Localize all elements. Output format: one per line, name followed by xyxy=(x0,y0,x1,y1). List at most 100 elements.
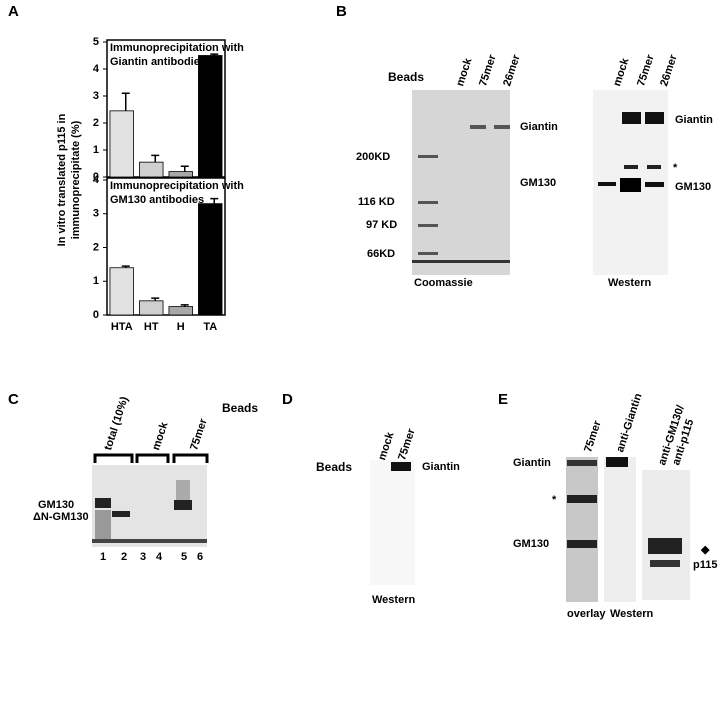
caption: Coomassie xyxy=(414,277,473,289)
band xyxy=(176,480,190,500)
bar xyxy=(198,203,223,316)
chart-title: Immunoprecipitation with xyxy=(110,180,244,192)
caption: Western xyxy=(372,594,415,606)
marker-symbol: ◆ xyxy=(700,544,710,556)
band-label: Giantin xyxy=(675,114,713,126)
band xyxy=(95,498,111,508)
panel-label: B xyxy=(336,3,347,20)
marker-label: 116 KD xyxy=(358,196,395,208)
bar xyxy=(139,300,164,316)
bar xyxy=(198,55,223,178)
band xyxy=(620,178,641,192)
band-label: Giantin xyxy=(520,121,558,133)
band xyxy=(598,182,616,186)
band xyxy=(470,125,486,129)
band xyxy=(567,495,597,503)
x-tick-label: TA xyxy=(203,321,217,333)
y-tick-label: 2 xyxy=(93,117,99,129)
marker-label: 200KD xyxy=(356,151,390,163)
lane-label: mock xyxy=(611,56,632,88)
x-tick-label: HTA xyxy=(111,321,133,333)
band xyxy=(418,201,438,204)
band xyxy=(412,260,510,263)
y-label: In vitro translated p115 in immunoprecip… xyxy=(56,113,82,246)
bracket xyxy=(93,453,209,463)
caption: Western xyxy=(608,277,651,289)
gel xyxy=(604,457,636,602)
error-bar xyxy=(151,154,160,163)
band-label: GM130 xyxy=(675,181,711,193)
y-tick-label: 0 xyxy=(93,309,99,321)
y-tick-label: 1 xyxy=(93,144,99,156)
bar xyxy=(109,267,134,316)
y-tick-label: 0 xyxy=(93,171,99,183)
marker-label: 66KD xyxy=(367,248,395,260)
band xyxy=(391,462,411,471)
lane-number: 1 xyxy=(100,551,106,563)
error-bar xyxy=(121,265,130,268)
chart-title: Giantin antibodies xyxy=(110,56,206,68)
y-label-line: immunoprecipitate (%) xyxy=(70,120,82,239)
beads-label: Beads xyxy=(222,401,258,415)
lane-number: 3 xyxy=(140,551,146,563)
band-label: * xyxy=(552,494,557,506)
marker-label: 97 KD xyxy=(366,219,397,231)
band xyxy=(418,224,438,227)
bar xyxy=(168,306,193,316)
lane-label: anti-Giantin xyxy=(614,392,644,454)
band-label: Giantin xyxy=(513,457,551,469)
panel-label: E xyxy=(498,391,508,408)
bar xyxy=(109,110,134,178)
western-gel xyxy=(593,90,668,275)
band xyxy=(112,511,130,517)
lane-number: 6 xyxy=(197,551,203,563)
band xyxy=(622,112,641,124)
band xyxy=(418,252,438,255)
error-bar xyxy=(151,297,160,301)
gel xyxy=(412,90,510,275)
lane-label: 75mer xyxy=(477,53,499,88)
gel xyxy=(642,470,690,600)
y-label-line: In vitro translated p115 in xyxy=(56,113,68,246)
lane-label: mock xyxy=(376,430,397,462)
band xyxy=(647,165,661,169)
band xyxy=(95,510,111,542)
band xyxy=(624,165,638,169)
y-tick-label: 1 xyxy=(93,275,99,287)
panel-label: A xyxy=(8,3,19,20)
band-label: GM130 xyxy=(513,538,549,550)
error-bar xyxy=(121,92,130,111)
band xyxy=(494,125,510,129)
lane-label: 75mer xyxy=(635,53,657,88)
lane-label: 26mer xyxy=(501,53,523,88)
band xyxy=(567,540,597,548)
error-bar xyxy=(180,165,189,172)
autoradiograph xyxy=(92,465,207,547)
lane-label: 75mer xyxy=(582,419,604,454)
chart-title: Immunoprecipitation with xyxy=(110,42,244,54)
lane-label: mock xyxy=(454,56,475,88)
bar xyxy=(168,171,193,178)
error-bar xyxy=(210,197,219,204)
y-tick-label: 5 xyxy=(93,36,99,48)
band-label: p115 xyxy=(693,559,717,571)
group-label: mock xyxy=(150,420,171,452)
y-tick-label: 4 xyxy=(93,174,100,186)
caption: overlay xyxy=(567,608,606,620)
coomassie-gel xyxy=(412,90,510,275)
band xyxy=(650,560,680,567)
band-label: Giantin xyxy=(422,461,460,473)
y-tick-label: 4 xyxy=(93,63,100,75)
bar-charts: 0 1 2 3 4 5 Immunoprecipitation with Giantin an… xyxy=(93,36,244,333)
lane-label: 75mer xyxy=(396,427,418,462)
lane-label: 26mer xyxy=(658,53,680,88)
band-label: * xyxy=(673,162,678,174)
y-tick-label: 2 xyxy=(93,241,99,253)
plot-frame xyxy=(106,39,226,178)
x-tick-label: H xyxy=(177,321,185,333)
plot-frame xyxy=(106,177,226,316)
lane-number: 4 xyxy=(156,551,163,563)
band xyxy=(92,539,207,543)
band xyxy=(645,112,664,124)
